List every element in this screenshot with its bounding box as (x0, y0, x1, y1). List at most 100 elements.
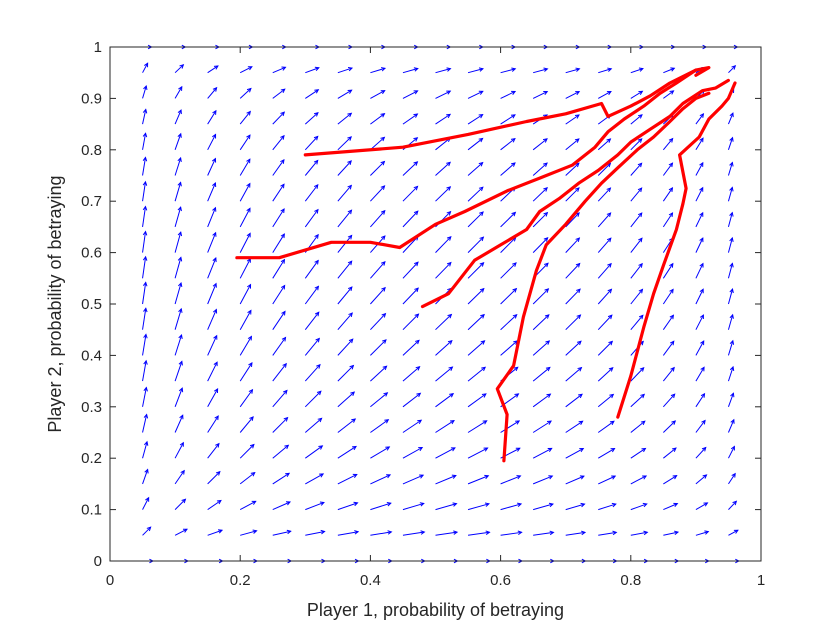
vector-arrow (240, 529, 258, 536)
vector-arrow (142, 468, 149, 485)
vector-arrow (532, 162, 548, 176)
vector-arrow (239, 443, 255, 459)
vector-arrow (239, 361, 253, 382)
vector-arrow (727, 236, 734, 253)
y-tick-label: 0.2 (81, 450, 102, 467)
vector-arrow (597, 367, 614, 382)
vector-arrow (207, 86, 218, 99)
vector-arrow (337, 338, 354, 356)
vector-arrow (272, 134, 285, 151)
vector-arrow (402, 185, 419, 202)
vector-arrow (598, 90, 612, 99)
vector-arrow (402, 474, 425, 485)
vector-arrow (695, 211, 704, 228)
vector-arrow (174, 156, 182, 176)
vector-arrow (304, 183, 319, 202)
vector-arrow (662, 288, 674, 305)
vector-arrow (565, 448, 585, 459)
vector-arrow (207, 334, 218, 356)
vector-arrow (207, 257, 217, 279)
vector-arrow (695, 186, 704, 202)
vector-arrow (174, 281, 183, 305)
vector-arrow (337, 112, 353, 125)
vector-arrow (662, 340, 675, 356)
vector-arrow (630, 420, 646, 433)
vector-arrow (337, 445, 357, 459)
vector-arrow (435, 393, 455, 408)
vector-arrow (565, 475, 585, 485)
vector-arrow (142, 526, 152, 536)
vector-arrow (630, 237, 643, 253)
vector-arrow (695, 502, 709, 511)
vector-arrow (304, 135, 319, 151)
vector-arrow (337, 530, 360, 536)
vector-arrow (337, 501, 359, 511)
y-axis-label: Player 2, probability of betraying (45, 175, 65, 432)
vector-arrow (630, 262, 643, 279)
vector-arrow (727, 211, 734, 228)
vector-arrow (402, 419, 423, 433)
vector-arrow (272, 284, 286, 305)
vector-arrow (728, 445, 735, 459)
y-tick-label: 0.8 (81, 142, 102, 159)
vector-arrow (500, 162, 516, 176)
vector-arrow (630, 447, 647, 459)
vector-arrow (532, 393, 552, 408)
vector-arrow (467, 474, 490, 485)
vector-arrow (467, 186, 484, 202)
vector-arrow (402, 446, 424, 459)
vector-arrow (435, 474, 457, 485)
vector-arrow (630, 187, 643, 202)
trajectory-line (235, 68, 698, 260)
vector-arrow (630, 90, 644, 99)
vector-arrow (272, 416, 289, 433)
vector-arrow (207, 388, 219, 408)
vector-arrow (598, 502, 617, 511)
vector-arrow (370, 160, 386, 176)
vector-arrow (565, 262, 581, 279)
vector-arrow (565, 340, 582, 356)
vector-arrow (695, 366, 705, 382)
vector-arrow (435, 530, 459, 536)
vector-arrow (272, 183, 285, 202)
vector-arrow (467, 211, 484, 228)
vector-arrow (174, 414, 184, 433)
vector-arrow (533, 67, 549, 74)
vector-arrow (207, 133, 217, 151)
vector-arrow (727, 418, 735, 433)
vector-arrow (597, 420, 615, 433)
vector-arrow (305, 66, 320, 74)
vector-arrow (370, 260, 386, 279)
vector-arrow (435, 261, 452, 279)
vector-arrow (467, 313, 485, 331)
vector-arrow (272, 88, 286, 99)
y-tick-label: 1 (94, 39, 102, 56)
vector-arrow (142, 132, 148, 150)
vector-arrow (500, 90, 517, 99)
vector-arrow (662, 162, 674, 176)
vector-arrow (207, 157, 217, 176)
vector-arrow (239, 87, 252, 99)
vector-arrow (727, 112, 734, 125)
vector-arrow (435, 502, 458, 511)
vector-arrow (142, 230, 148, 253)
vector-arrow (239, 335, 252, 356)
vector-arrow (532, 447, 553, 459)
vector-arrow (239, 66, 253, 74)
vector-arrow (207, 231, 217, 253)
vector-arrow (662, 314, 675, 330)
vector-arrow (467, 261, 485, 279)
vector-arrow (239, 158, 251, 176)
vector-arrow (337, 234, 353, 253)
vector-arrow (500, 313, 518, 331)
vector-arrow (728, 529, 739, 536)
vector-arrow (533, 530, 555, 536)
vector-arrow (662, 137, 674, 151)
vector-arrow (435, 313, 453, 331)
vector-arrow (663, 447, 677, 459)
vector-arrow (630, 212, 643, 228)
vector-arrow (727, 287, 734, 305)
vector-arrow (695, 262, 704, 279)
x-tick-label: 1 (757, 572, 765, 589)
